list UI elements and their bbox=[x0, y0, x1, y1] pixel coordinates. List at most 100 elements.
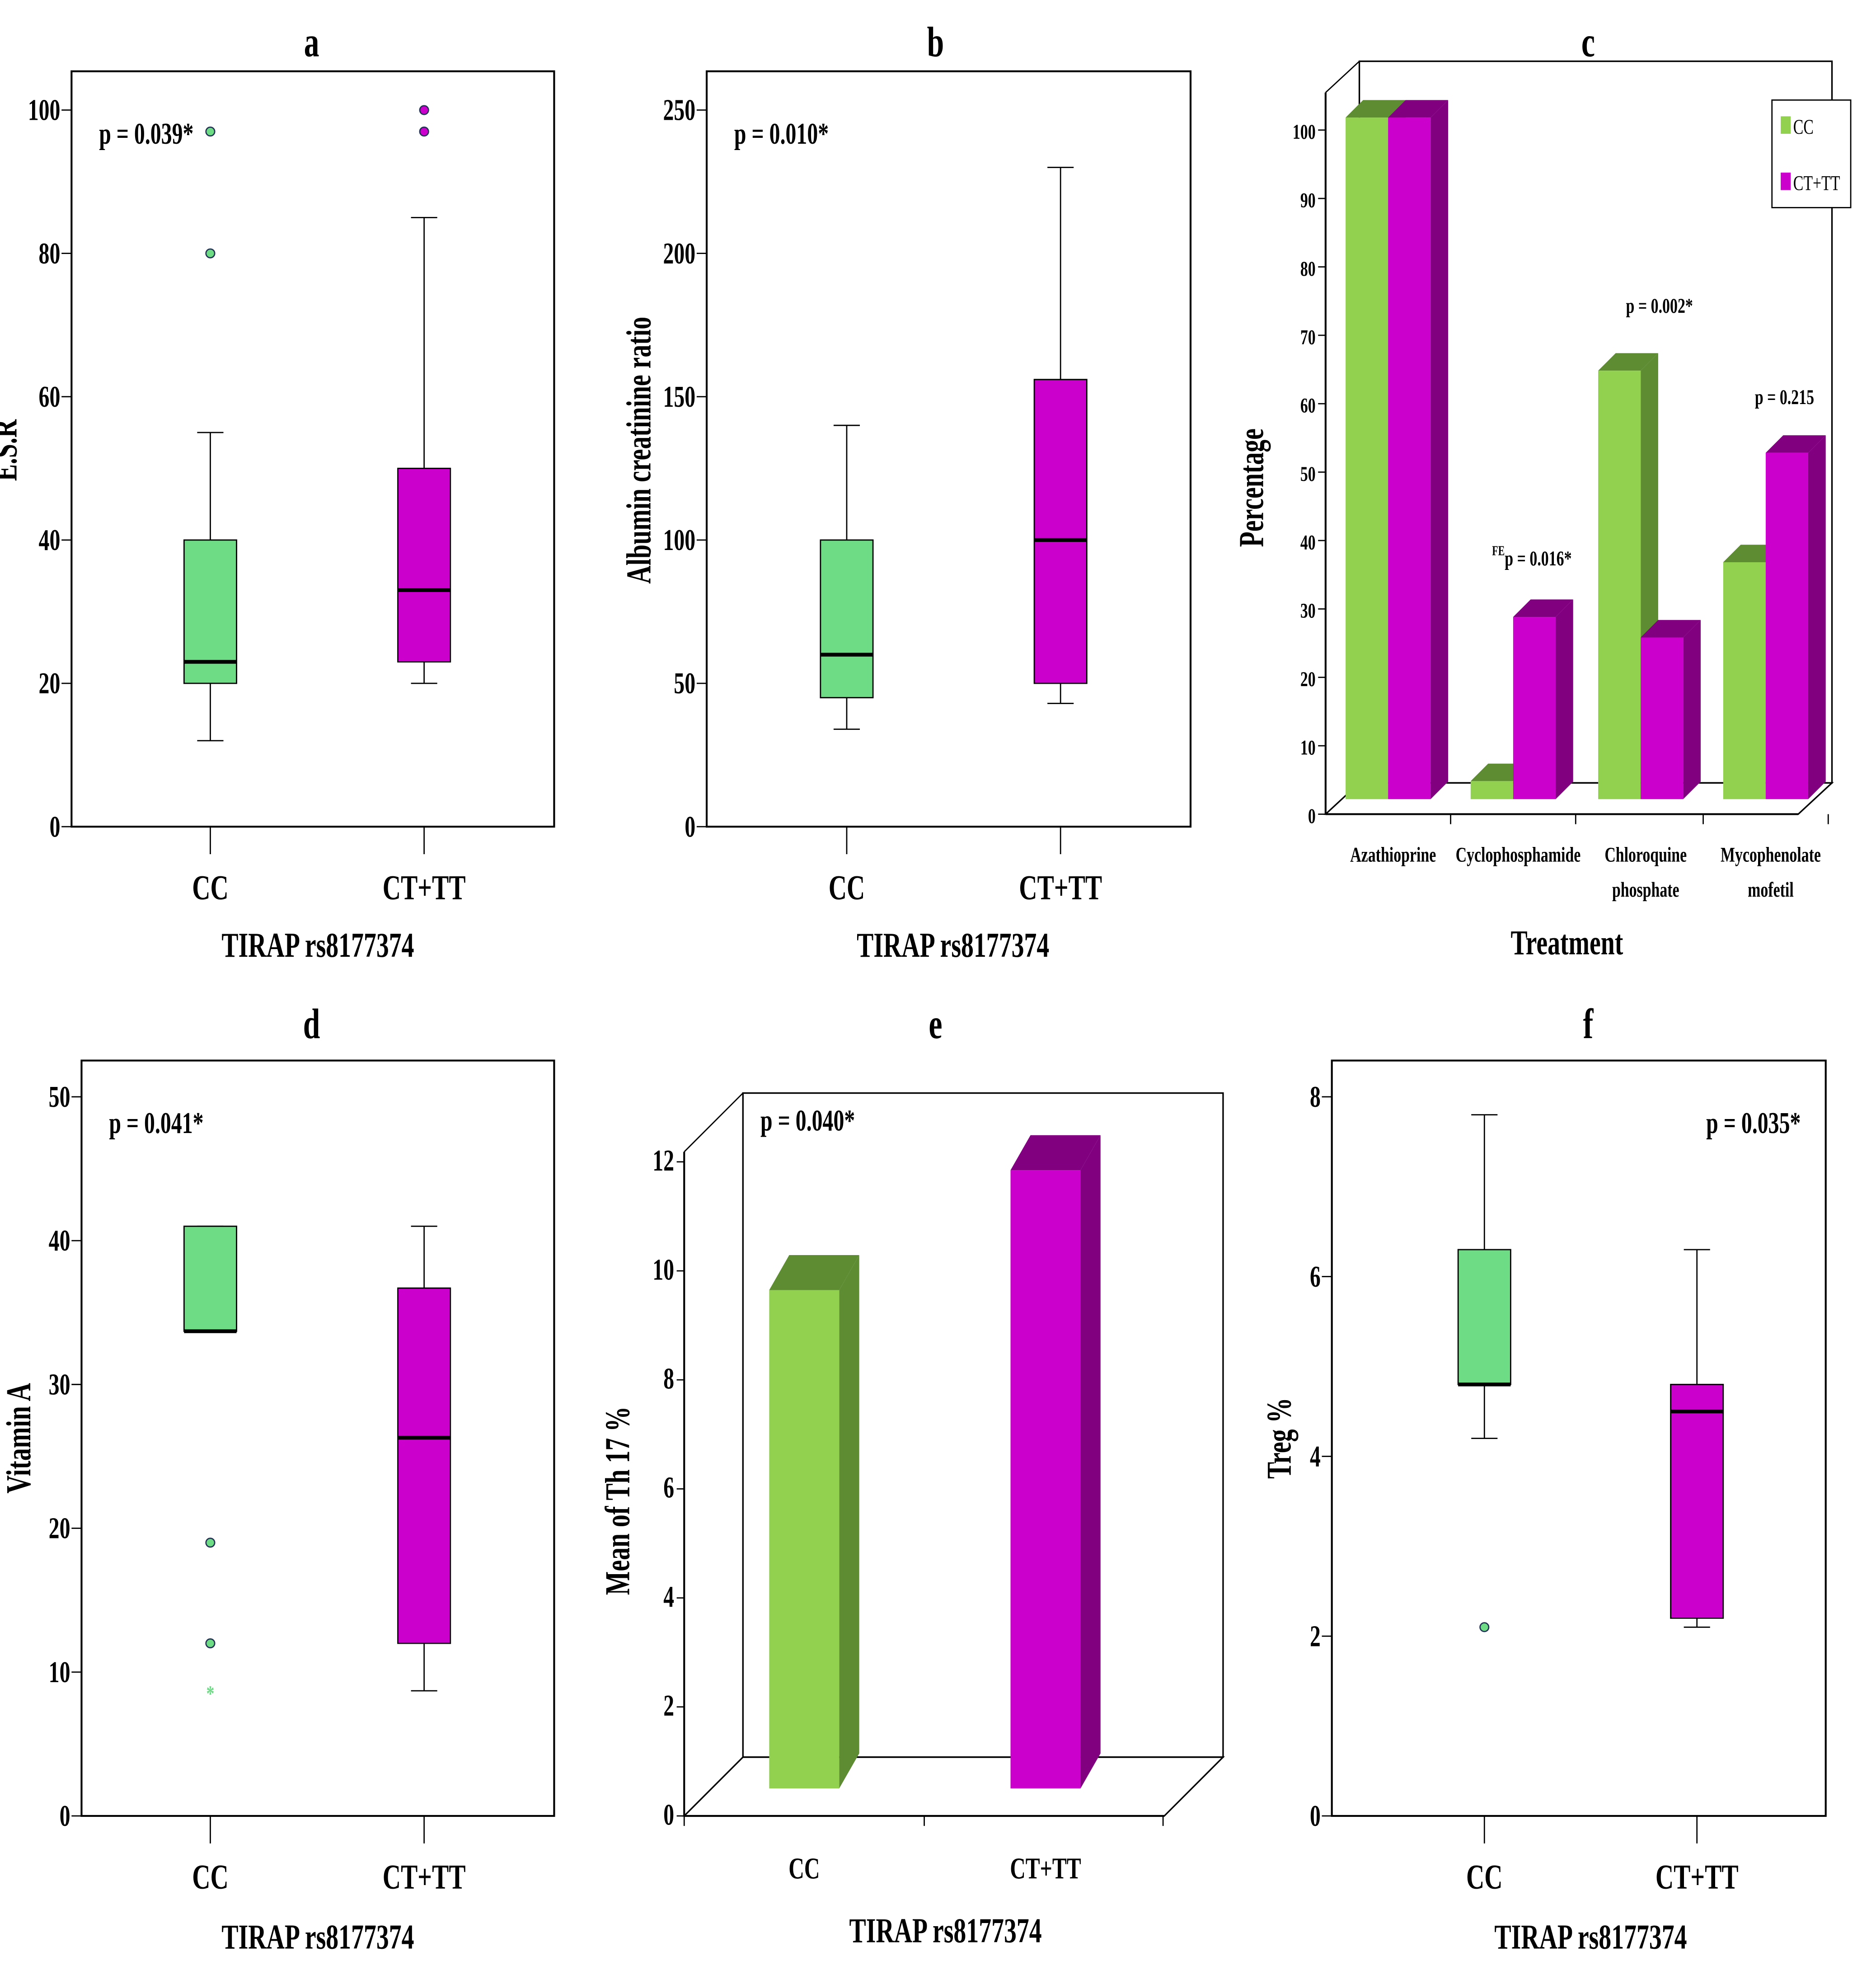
legend-label: CT+TT bbox=[1793, 172, 1840, 195]
x-tick-label: Mycophenolate bbox=[1721, 843, 1821, 867]
plot-frame bbox=[705, 70, 1192, 828]
p-value-text: p = 0.002* bbox=[1626, 294, 1693, 318]
y-tick-label: 12 bbox=[652, 1144, 674, 1177]
frame-edge bbox=[684, 1092, 744, 1152]
y-tick-label: 6 bbox=[663, 1472, 674, 1505]
x-tick-label: CC bbox=[192, 868, 229, 907]
y-tick-label: 10 bbox=[49, 1656, 70, 1689]
floor bbox=[682, 1756, 1225, 1817]
bar-ct-tt-side bbox=[1683, 620, 1701, 799]
plot-frame bbox=[70, 70, 555, 828]
y-tick-label: 4 bbox=[1310, 1440, 1321, 1473]
y-tick-label: 100 bbox=[663, 524, 695, 557]
x-axis-label: TIRAP rs8177374 bbox=[221, 926, 414, 964]
y-tick-label: 2 bbox=[663, 1689, 674, 1722]
y-tick-label: 70 bbox=[1300, 325, 1316, 349]
bar-cc bbox=[769, 1290, 840, 1789]
p-value-annotation: FEp = 0.016* bbox=[1492, 543, 1571, 570]
panel-title: f bbox=[1583, 1001, 1594, 1048]
box-iqr bbox=[183, 1225, 237, 1332]
p-value-text: p = 0.215 bbox=[1755, 386, 1814, 409]
p-value-annotation: p = 0.041* bbox=[109, 1107, 203, 1140]
bar-ct-tt-side bbox=[1808, 435, 1826, 799]
bar-cc bbox=[1598, 371, 1641, 799]
x-tick-label: Cyclophosphamide bbox=[1456, 843, 1581, 867]
y-tick-label: 0 bbox=[1308, 804, 1316, 828]
bar-cc bbox=[1346, 118, 1388, 799]
x-tick-label: phosphate bbox=[1612, 878, 1679, 902]
y-tick-label: 50 bbox=[49, 1081, 70, 1114]
x-tick-label: mofetil bbox=[1748, 878, 1794, 902]
x-tick-label: CT+TT bbox=[1019, 868, 1102, 907]
y-axis-label: Vitamin A bbox=[0, 1383, 38, 1493]
p-value-annotation: p = 0.035* bbox=[1706, 1107, 1801, 1140]
y-tick-label: 40 bbox=[1300, 531, 1316, 554]
bar-ct-tt bbox=[1010, 1170, 1081, 1789]
bar-ct-tt bbox=[1765, 452, 1808, 799]
y-tick-label: 0 bbox=[685, 810, 695, 843]
y-tick-label: 40 bbox=[49, 1224, 70, 1257]
x-tick-label: CT+TT bbox=[1010, 1852, 1081, 1885]
y-tick-label: 0 bbox=[1310, 1800, 1321, 1833]
y-tick-label: 80 bbox=[1300, 257, 1316, 281]
x-axis-label: TIRAP rs8177374 bbox=[221, 1917, 414, 1956]
y-tick-label: 8 bbox=[1310, 1081, 1321, 1114]
p-value-annotation: p = 0.039* bbox=[99, 118, 193, 150]
x-tick-label: CC bbox=[192, 1858, 229, 1896]
y-tick-label: 30 bbox=[1300, 599, 1316, 623]
p-value-text: p = 0.016* bbox=[1505, 547, 1571, 570]
y-tick-label: 60 bbox=[39, 381, 61, 414]
p-value-annotation: p = 0.040* bbox=[760, 1105, 855, 1138]
outlier-point bbox=[419, 127, 429, 137]
bar-ct-tt-top bbox=[1388, 100, 1449, 118]
plot-frame bbox=[1331, 1059, 1827, 1817]
legend-swatch bbox=[1781, 172, 1791, 190]
bar-ct-tt bbox=[1513, 617, 1556, 799]
p-value-annotation: p = 0.002* bbox=[1626, 294, 1693, 318]
y-tick-label: 0 bbox=[663, 1798, 674, 1831]
y-tick-label: 90 bbox=[1300, 189, 1316, 212]
y-axis-label: Mean of Th 17 % bbox=[598, 1406, 637, 1595]
y-tick-label: 6 bbox=[1310, 1260, 1321, 1293]
box-iqr bbox=[1670, 1383, 1724, 1619]
outlier-point bbox=[205, 248, 216, 259]
y-tick-label: 50 bbox=[1300, 462, 1316, 486]
y-tick-label: 150 bbox=[663, 381, 695, 414]
p-value-annotation: p = 0.215 bbox=[1755, 386, 1814, 409]
bar-ct-tt-top bbox=[1010, 1135, 1101, 1171]
bar-ct-tt-top bbox=[1513, 599, 1573, 617]
outlier-point bbox=[1479, 1622, 1490, 1632]
x-axis-label: TIRAP rs8177374 bbox=[1494, 1917, 1687, 1956]
y-tick-label: 0 bbox=[50, 810, 61, 843]
extreme-star: * bbox=[206, 1681, 214, 1706]
y-tick-label: 60 bbox=[1300, 394, 1316, 418]
x-tick-label: CT+TT bbox=[383, 868, 466, 907]
bar-ct-tt-side bbox=[1556, 599, 1573, 799]
bar-cc-top bbox=[1346, 100, 1406, 118]
box-iqr bbox=[397, 467, 451, 663]
bar-cc-top bbox=[1598, 353, 1658, 371]
outlier-point bbox=[205, 127, 216, 137]
panel-title: a bbox=[304, 19, 319, 66]
y-tick-label: 20 bbox=[39, 667, 61, 700]
panel-title: c bbox=[1581, 19, 1595, 66]
p-value-annotation: p = 0.010* bbox=[734, 118, 829, 150]
bar-cc-side bbox=[839, 1255, 859, 1789]
x-tick-label: Azathioprine bbox=[1350, 843, 1436, 867]
x-tick-label: CC bbox=[1466, 1858, 1503, 1896]
x-axis-label: TIRAP rs8177374 bbox=[849, 1911, 1042, 1950]
y-axis-label: Albumin creatinine ratio bbox=[619, 317, 658, 584]
y-tick-label: 2 bbox=[1310, 1620, 1321, 1653]
y-axis-label: Percentage bbox=[1232, 428, 1271, 547]
box-iqr bbox=[1033, 379, 1088, 684]
x-axis-label: TIRAP rs8177374 bbox=[857, 926, 1049, 964]
box-iqr bbox=[397, 1287, 451, 1644]
bar-ct-tt-side bbox=[1080, 1135, 1101, 1789]
bar-ct-tt-side bbox=[1430, 100, 1449, 799]
bar-ct-tt-top bbox=[1641, 620, 1701, 638]
x-tick-label: CC bbox=[829, 868, 865, 907]
bar-ct-tt-top bbox=[1765, 435, 1826, 453]
fisher-exact-superscript: FE bbox=[1492, 543, 1505, 559]
y-tick-label: 8 bbox=[663, 1363, 674, 1396]
